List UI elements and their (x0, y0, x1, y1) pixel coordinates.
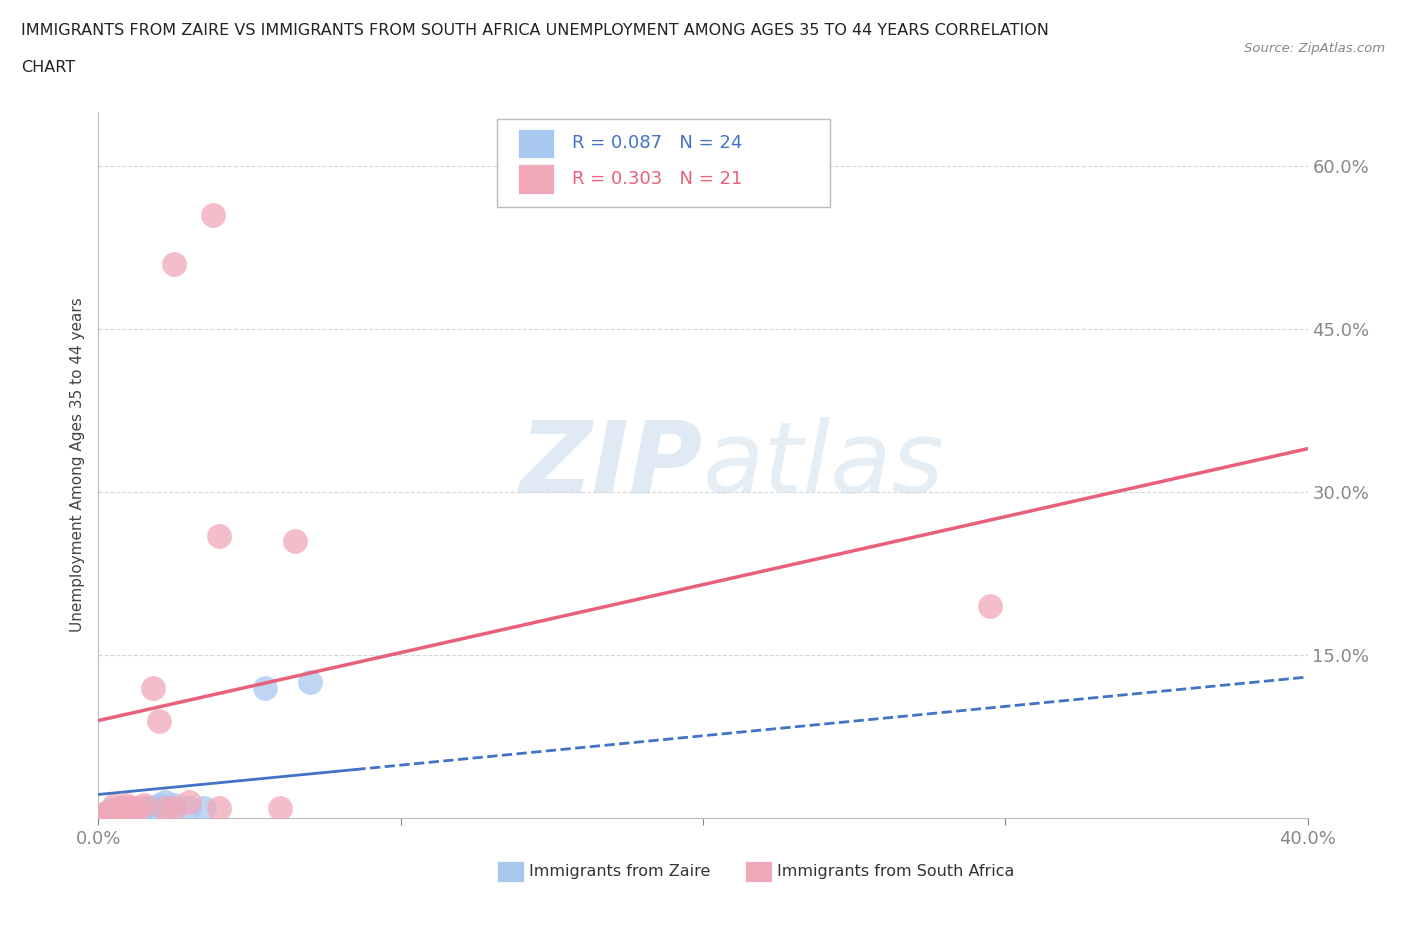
Point (193, 800, 215, 815)
Point (100, 803, 122, 817)
Point (208, 528, 231, 543)
Point (142, 800, 165, 815)
Point (105, 803, 128, 817)
Point (118, 800, 141, 815)
Point (127, 800, 149, 815)
Point (253, 681, 276, 696)
Y-axis label: Unemployment Among Ages 35 to 44 years: Unemployment Among Ages 35 to 44 years (69, 298, 84, 632)
FancyBboxPatch shape (498, 119, 830, 207)
Text: ZIP: ZIP (520, 417, 703, 513)
Point (148, 798, 170, 813)
Point (163, 798, 186, 813)
Point (121, 800, 143, 815)
Point (124, 800, 146, 815)
Point (114, 798, 136, 813)
Point (108, 803, 131, 817)
Point (269, 800, 291, 815)
Text: Immigrants from South Africa: Immigrants from South Africa (776, 864, 1014, 879)
Bar (517, 164, 554, 193)
Bar (517, 128, 554, 158)
Text: CHART: CHART (21, 60, 75, 75)
Bar (498, 861, 524, 882)
Point (153, 794, 176, 809)
Point (153, 800, 176, 815)
Point (96, 806, 118, 821)
Point (132, 798, 155, 813)
Point (111, 800, 134, 815)
Point (208, 800, 231, 815)
Point (108, 800, 131, 815)
Point (100, 806, 122, 821)
Point (111, 804, 134, 819)
Point (121, 804, 143, 819)
Point (163, 800, 186, 815)
Text: Source: ZipAtlas.com: Source: ZipAtlas.com (1244, 42, 1385, 55)
Point (103, 803, 125, 817)
Point (299, 675, 322, 690)
Point (93, 806, 115, 821)
Text: Immigrants from Zaire: Immigrants from Zaire (529, 864, 710, 879)
Point (114, 804, 136, 819)
Point (108, 806, 131, 821)
Point (179, 800, 201, 815)
Point (284, 534, 307, 549)
Point (100, 805, 122, 820)
Point (979, 599, 1001, 614)
Point (179, 794, 201, 809)
Point (96, 805, 118, 820)
Text: R = 0.303   N = 21: R = 0.303 N = 21 (572, 170, 742, 188)
Point (118, 804, 141, 818)
Point (132, 800, 155, 815)
Point (93, 806, 115, 821)
Point (202, 207, 225, 222)
Text: R = 0.087   N = 24: R = 0.087 N = 24 (572, 135, 742, 153)
Point (103, 806, 125, 821)
Point (127, 803, 149, 817)
Text: atlas: atlas (703, 417, 945, 513)
Point (148, 713, 170, 728)
Point (103, 798, 125, 813)
Text: IMMIGRANTS FROM ZAIRE VS IMMIGRANTS FROM SOUTH AFRICA UNEMPLOYMENT AMONG AGES 35: IMMIGRANTS FROM ZAIRE VS IMMIGRANTS FROM… (21, 23, 1049, 38)
Point (142, 681, 165, 696)
Bar (745, 861, 772, 882)
Point (163, 257, 186, 272)
Point (105, 805, 128, 820)
